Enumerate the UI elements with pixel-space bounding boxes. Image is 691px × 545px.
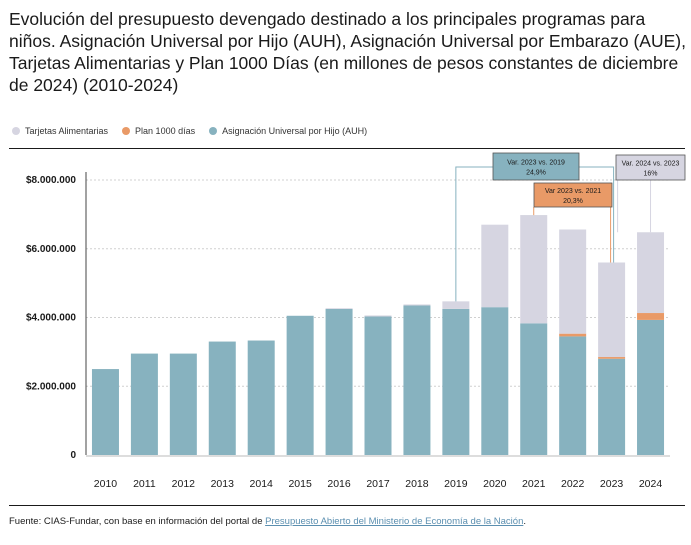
bar-segment [637,319,665,455]
legend-swatch [122,127,131,135]
annotation-box [492,152,580,181]
x-tick-label: 2024 [639,478,663,490]
annotation-connector [455,166,615,302]
bar-segment [403,305,431,455]
bar-segment [169,353,197,455]
top-rule [9,148,685,149]
bar-segment [364,316,392,455]
annotation-value: 16% [643,171,657,178]
source-prefix: Fuente: CIAS-Fundar, con base en informa… [9,516,266,527]
legend-item: Tarjetas Alimentarias [12,126,108,136]
bar-segment [325,308,353,309]
bar-segment [559,333,587,337]
x-tick-label: 2012 [172,478,196,490]
bar-segment [442,308,470,455]
bar-segment [520,215,548,324]
x-tick-label: 2011 [133,478,156,490]
bar-segment [364,315,392,317]
annotation-box [533,182,613,208]
x-tick-label: 2014 [250,478,274,490]
y-tick-label: 0 [70,450,76,461]
legend-label: Plan 1000 días [135,126,196,136]
source-link[interactable]: Presupuesto Abierto del Ministerio de Ec… [265,516,524,527]
bar-segment [91,369,119,455]
annotation-box [615,154,686,181]
y-tick-label: $8.000.000 [26,175,76,186]
annotation-label: Var. 2024 vs. 2023 [622,161,680,168]
x-tick-label: 2021 [522,478,546,490]
bar-segment [520,323,548,455]
bar-segment [403,304,431,306]
y-tick-label: $6.000.000 [26,244,76,255]
annotation-value: 20,3% [563,198,583,205]
y-tick-label: $2.000.000 [26,381,76,392]
x-tick-label: 2017 [366,478,390,490]
x-tick-label: 2016 [327,478,351,490]
bar-segment [286,315,314,455]
bar-segment [442,301,470,309]
legend-label: Asignación Universal por Hijo (AUH) [222,126,368,136]
annotation-value: 24,9% [526,170,546,177]
x-tick-label: 2020 [483,478,507,490]
y-tick-label: $4.000.000 [26,313,76,324]
bar-segment [208,341,236,455]
x-tick-label: 2019 [444,478,468,490]
bar-segment [481,224,509,308]
legend-swatch [209,127,218,135]
x-tick-label: 2013 [211,478,235,490]
bar-segment [637,313,665,320]
source-note: Fuente: CIAS-Fundar, con base en informa… [9,516,526,527]
x-tick-label: 2015 [288,478,312,490]
bar-segment [559,229,587,334]
stacked-bar-chart: 0 $2.000.000 $4.000.000 $6.000.000 $8.000.00… [26,152,686,490]
legend-item: Asignación Universal por Hijo (AUH) [209,126,367,136]
bottom-rule [9,505,685,506]
bar-segment [247,340,275,455]
legend-item: Plan 1000 días [122,126,195,136]
x-tick-label: 2010 [94,478,118,490]
bar-segment [598,262,626,358]
bar-segment [637,232,665,314]
bar-segment [598,357,626,359]
chart-title: Evolución del presupuesto devengado dest… [9,9,686,95]
annotation-label: Var 2023 vs. 2021 [545,188,601,195]
annotation-label: Var. 2023 vs. 2019 [507,160,565,167]
x-tick-label: 2022 [561,478,585,490]
bar-segment [325,308,353,455]
legend-swatch [12,127,20,135]
chart-legend: Tarjetas Alimentarias Plan 1000 días Asign… [12,126,367,136]
legend-label: Tarjetas Alimentarias [25,126,109,136]
bar-segment [481,307,509,455]
bar-segment [130,353,158,455]
x-tick-label: 2023 [600,478,624,490]
source-suffix: . [523,516,526,527]
bar-segment [598,358,626,455]
bar-segment [559,336,587,455]
x-tick-label: 2018 [405,478,429,490]
